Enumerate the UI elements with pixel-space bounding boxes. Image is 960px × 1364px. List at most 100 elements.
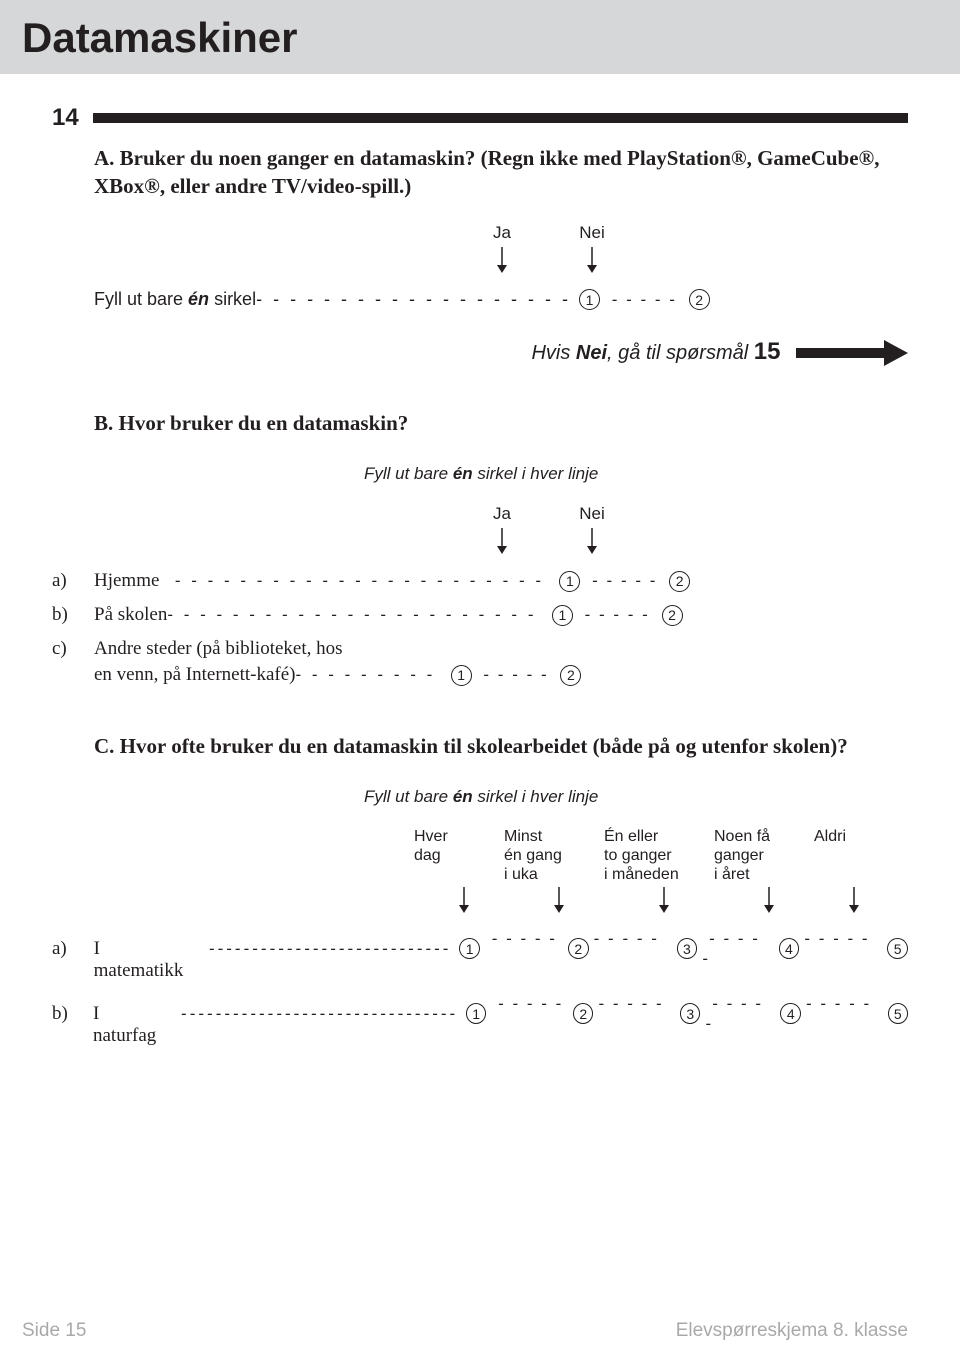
q14c-arrows (94, 887, 908, 913)
q14b-section: B. Hvor bruker du en datamaskin? Fyll ut… (52, 411, 908, 686)
col-l2: dag (414, 846, 504, 865)
hint-suffix: , gå til spørsmål (607, 342, 754, 364)
option-circle-1[interactable]: 1 (459, 938, 480, 959)
row-letter: a) (52, 938, 94, 960)
page-footer: Side 15 Elevspørreskjema 8. klasse (0, 1320, 960, 1342)
arrow-down-icon (471, 528, 533, 554)
col-2: Minst én gang i uka (504, 827, 604, 885)
q14a-text: A. Bruker du noen ganger en datamaskin? … (94, 144, 908, 201)
arrow-down-icon (471, 247, 533, 273)
row-letter: b) (52, 604, 94, 626)
q14-number: 14 (52, 104, 79, 132)
col-1: Hver dag (414, 827, 504, 885)
dashes: - - - - - (573, 605, 662, 625)
row-label: På skolen (94, 604, 167, 626)
content-area: 14 A. Bruker du noen ganger en datamaski… (0, 104, 960, 1047)
col-l2: to ganger (604, 846, 714, 865)
q14a-col-headers: Ja Nei (94, 223, 908, 243)
fill-label: Fyll ut bare én sirkel (94, 289, 256, 310)
col-3: Én eller to ganger i måneden (604, 827, 714, 885)
option-circle-1[interactable]: 1 (559, 571, 580, 592)
col-l1: Minst (504, 827, 604, 846)
option-circle-3[interactable]: 3 (677, 938, 698, 959)
row-label: I naturfag (93, 1003, 166, 1047)
arrow-right-icon (796, 340, 908, 371)
col-l1: Noen få (714, 827, 814, 846)
dashes: - - - - - (472, 665, 561, 685)
option-circle-1[interactable]: 1 (579, 289, 600, 310)
col-ja: Ja (471, 504, 533, 524)
option-circle-2[interactable]: 2 (669, 571, 690, 592)
row-label-line1: Andre steder (på biblioteket, hos (94, 638, 343, 660)
arrow-down-icon (714, 887, 814, 913)
circle-group: 1 - - - - - 2 (579, 289, 710, 310)
option-circle-5[interactable]: 5 (887, 938, 908, 959)
dashes: - - - - - (600, 290, 689, 310)
dashes: -------------------------------- (166, 1004, 466, 1024)
option-circle-2[interactable]: 2 (560, 665, 581, 686)
q14a-arrows (94, 247, 908, 273)
skip-hint: Hvis Nei, gå til spørsmål 15 (52, 338, 908, 371)
row-letter: a) (52, 570, 94, 592)
arrow-down-icon (604, 887, 714, 913)
q14c-row-a: a) I matematikk ------------------------… (52, 929, 908, 982)
option-circle-1[interactable]: 1 (466, 1003, 486, 1024)
q14b-row-c-line1: c) Andre steder (på biblioteket, hos (52, 638, 908, 660)
option-circle-2[interactable]: 2 (568, 938, 589, 959)
option-circle-2[interactable]: 2 (573, 1003, 593, 1024)
option-circle-1[interactable]: 1 (451, 665, 472, 686)
circle-group: 1 - - - - - 2 - - - - - 3 - - - - - 4 - … (466, 994, 908, 1034)
q14b-instruction: Fyll ut bare én sirkel i hver linje (94, 464, 908, 484)
arrow-down-icon (414, 887, 504, 913)
circle-group: 1 - - - - - 2 (451, 665, 582, 686)
hint-number: 15 (754, 338, 781, 365)
col-5: Aldri (814, 827, 884, 885)
q14c-col-headers: Hver dag Minst én gang i uka Én eller to… (94, 827, 908, 885)
arrow-down-icon (504, 887, 604, 913)
dashes: - - - - - (700, 994, 780, 1034)
col-nei: Nei (561, 504, 623, 524)
col-l1: Hver (414, 827, 504, 846)
q14c-instruction: Fyll ut bare én sirkel i hver linje (94, 787, 908, 807)
col-l3: i uka (504, 865, 604, 884)
dashes: - - - - - (480, 929, 568, 969)
q14-rule (93, 113, 908, 123)
page-title: Datamaskiner (22, 14, 938, 62)
dashes: - - - - - - - - - (296, 665, 451, 685)
col-l3: Aldri (814, 827, 884, 846)
option-circle-4[interactable]: 4 (779, 938, 800, 959)
q14b-row-c-line2: en venn, på Internett-kafé) - - - - - - … (52, 664, 908, 686)
arrow-down-icon (561, 528, 623, 554)
q14c-row-b: b) I naturfag --------------------------… (52, 994, 908, 1047)
footer-left: Side 15 (22, 1320, 86, 1342)
dashes: - - - - - (593, 994, 680, 1034)
dashes: - - - - - - - - - - - - - - - - - - - - … (167, 605, 552, 625)
hint-text: Hvis Nei, gå til spørsmål 15 (531, 342, 786, 364)
dashes: - - - - - - - - - - - - - - - - - - - (256, 289, 579, 310)
row-letter: b) (52, 1003, 93, 1025)
col-l3: i året (714, 865, 814, 884)
option-circle-3[interactable]: 3 (680, 1003, 700, 1024)
arrow-down-icon (561, 247, 623, 273)
option-circle-5[interactable]: 5 (888, 1003, 908, 1024)
q14b-row-b: b) På skolen - - - - - - - - - - - - - -… (52, 604, 908, 626)
option-circle-2[interactable]: 2 (689, 289, 710, 310)
dashes: - - - - - (799, 929, 887, 969)
footer-right: Elevspørreskjema 8. klasse (676, 1320, 908, 1342)
option-circle-2[interactable]: 2 (662, 605, 683, 626)
q14a-fill-row: Fyll ut bare én sirkel - - - - - - - - -… (94, 289, 908, 311)
hint-bold: Nei (576, 342, 607, 364)
dashes: - - - - - (580, 571, 669, 591)
row-letter: c) (52, 638, 94, 660)
option-circle-1[interactable]: 1 (552, 605, 573, 626)
dashes: - - - - - (697, 929, 778, 969)
dashes: - - - - - (589, 929, 677, 969)
option-circle-4[interactable]: 4 (780, 1003, 800, 1024)
q14-header-row: 14 (52, 104, 908, 132)
col-l1: Én eller (604, 827, 714, 846)
row-label: Hjemme (94, 570, 159, 592)
q14c-text: C. Hvor ofte bruker du en datamaskin til… (94, 734, 908, 759)
dashes: ---------------------------- (194, 939, 460, 959)
circle-group: 1 - - - - - 2 (559, 571, 690, 592)
circle-group: 1 - - - - - 2 (552, 605, 683, 626)
